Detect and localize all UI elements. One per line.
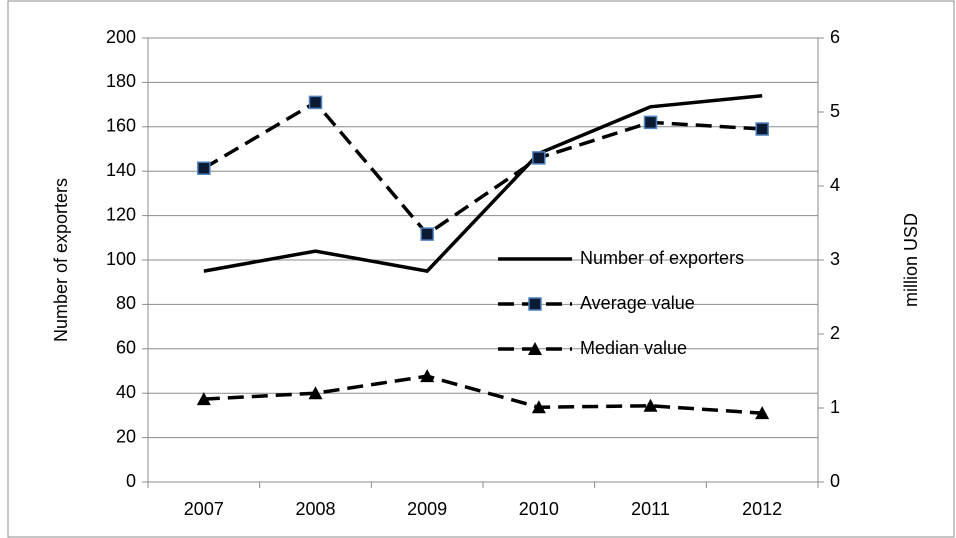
legend-label: Average value [580, 293, 695, 313]
y-axis-title: Number of exporters [51, 178, 71, 342]
chart-frame [7, 0, 955, 538]
x-tick-label: 2009 [407, 499, 447, 519]
x-tick-label: 2007 [184, 499, 224, 519]
x-tick-label: 2011 [631, 499, 670, 519]
y-tick-label: 60 [116, 338, 136, 358]
series-line [202, 100, 763, 237]
series-line [203, 374, 763, 415]
legend-marker [528, 297, 542, 311]
y2-tick-label: 1 [830, 397, 840, 417]
y-tick-label: 80 [116, 293, 136, 313]
y2-tick-label: 3 [830, 249, 840, 269]
data-point [531, 400, 546, 414]
x-tick-label: 2012 [742, 499, 782, 519]
data-point [196, 392, 211, 406]
y-tick-label: 20 [116, 426, 136, 446]
y2-tick-label: 4 [830, 175, 840, 195]
y2-tick-label: 2 [830, 323, 840, 343]
series-line [203, 93, 763, 273]
data-point [755, 122, 769, 136]
legend-label: Number of exporters [580, 248, 744, 268]
legend-marker [528, 342, 542, 355]
data-point [420, 227, 434, 241]
y-tick-label: 40 [116, 382, 136, 402]
data-point [308, 95, 323, 110]
data-point [197, 161, 211, 175]
data-point [308, 386, 323, 400]
y-tick-label: 200 [106, 27, 136, 47]
y2-axis-title: million USD [901, 213, 921, 307]
y-tick-label: 0 [126, 471, 136, 491]
data-point [420, 369, 435, 383]
x-tick-label: 2008 [295, 499, 335, 519]
y2-tick-label: 6 [830, 27, 840, 47]
data-point [755, 406, 770, 420]
y2-tick-label: 0 [830, 471, 840, 491]
y2-tick-label: 5 [830, 101, 840, 121]
data-point [643, 115, 658, 130]
y-tick-label: 120 [106, 204, 136, 224]
y-tick-label: 100 [106, 249, 136, 269]
data-point [532, 151, 546, 165]
y-tick-label: 140 [106, 160, 136, 180]
legend-label: Median value [580, 338, 687, 358]
y-tick-label: 180 [106, 71, 136, 91]
y-tick-label: 160 [106, 116, 136, 136]
x-tick-label: 2010 [519, 499, 559, 519]
data-point [643, 398, 658, 412]
